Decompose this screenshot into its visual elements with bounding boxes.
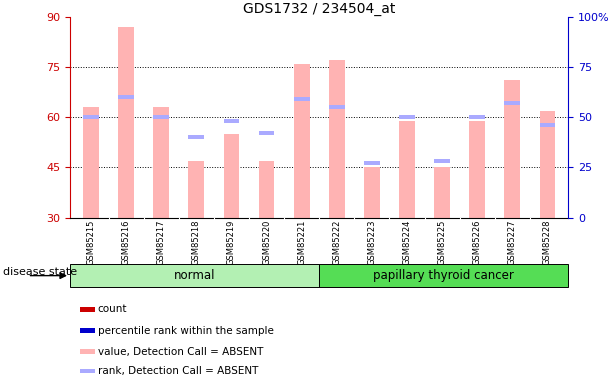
Text: GSM85222: GSM85222 — [332, 220, 341, 265]
Text: GSM85224: GSM85224 — [402, 220, 412, 265]
Bar — [399, 120, 415, 218]
Bar — [469, 120, 485, 218]
Bar — [329, 105, 345, 109]
Text: GSM85228: GSM85228 — [543, 220, 552, 266]
Bar — [188, 135, 204, 139]
Bar — [80, 349, 95, 354]
Text: GSM85225: GSM85225 — [438, 220, 447, 265]
Bar — [539, 111, 555, 218]
Bar — [319, 264, 568, 287]
Bar — [258, 131, 274, 135]
Bar — [505, 101, 520, 105]
Bar — [294, 97, 309, 101]
Text: GSM85218: GSM85218 — [192, 220, 201, 266]
Bar — [258, 160, 274, 218]
Bar — [329, 60, 345, 217]
Text: count: count — [98, 304, 127, 314]
Bar — [80, 369, 95, 373]
Bar — [364, 161, 380, 165]
Bar — [118, 27, 134, 218]
Bar — [70, 264, 319, 287]
Bar — [539, 123, 555, 127]
Text: GSM85217: GSM85217 — [157, 220, 166, 266]
Text: value, Detection Call = ABSENT: value, Detection Call = ABSENT — [98, 346, 263, 357]
Text: percentile rank within the sample: percentile rank within the sample — [98, 326, 274, 336]
Text: GSM85227: GSM85227 — [508, 220, 517, 266]
Text: GSM85219: GSM85219 — [227, 220, 236, 265]
Bar — [469, 115, 485, 119]
Bar — [188, 160, 204, 218]
Text: normal: normal — [174, 269, 215, 282]
Bar — [80, 328, 95, 333]
Bar — [364, 167, 380, 217]
Bar — [434, 159, 450, 164]
Title: GDS1732 / 234504_at: GDS1732 / 234504_at — [243, 2, 395, 16]
Bar — [434, 167, 450, 217]
Bar — [83, 107, 99, 218]
Text: GSM85226: GSM85226 — [472, 220, 482, 266]
Text: GSM85220: GSM85220 — [262, 220, 271, 265]
Bar — [80, 307, 95, 312]
Bar — [118, 95, 134, 99]
Text: GSM85215: GSM85215 — [86, 220, 95, 265]
Bar — [294, 64, 309, 217]
Text: papillary thyroid cancer: papillary thyroid cancer — [373, 269, 514, 282]
Text: GSM85216: GSM85216 — [122, 220, 131, 266]
Bar — [153, 115, 169, 119]
Bar — [224, 119, 240, 123]
Text: rank, Detection Call = ABSENT: rank, Detection Call = ABSENT — [98, 366, 258, 375]
Text: GSM85221: GSM85221 — [297, 220, 306, 265]
Bar — [153, 107, 169, 218]
Bar — [505, 80, 520, 218]
Bar — [83, 115, 99, 119]
Text: disease state: disease state — [3, 267, 77, 277]
Bar — [399, 115, 415, 119]
Bar — [224, 134, 240, 218]
Text: GSM85223: GSM85223 — [367, 220, 376, 266]
